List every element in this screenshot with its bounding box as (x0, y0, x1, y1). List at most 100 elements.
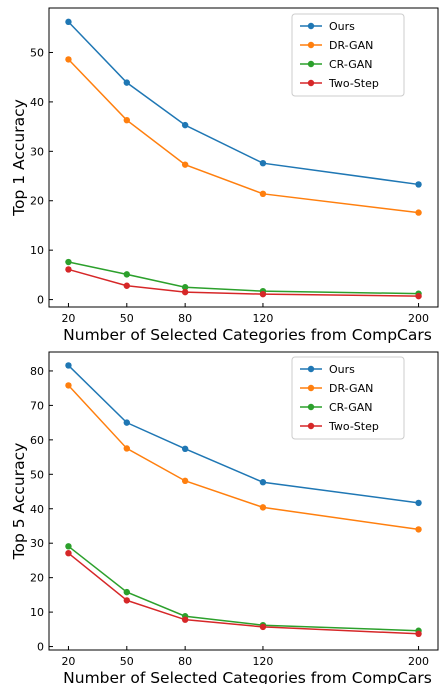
data-point (65, 543, 72, 550)
data-point (415, 526, 422, 533)
series-ours (65, 362, 422, 507)
legend-label: Two-Step (328, 77, 379, 90)
y-tick-label: 40 (30, 96, 44, 109)
data-point (65, 258, 72, 266)
data-point (259, 190, 267, 198)
legend-marker (307, 22, 315, 30)
series-line (68, 261, 419, 295)
legend-label: Ours (329, 363, 355, 376)
series-ours (65, 18, 422, 188)
data-point (123, 419, 130, 426)
data-point (415, 499, 422, 507)
y-tick-label: 20 (30, 572, 44, 585)
data-point (65, 18, 72, 26)
data-point (415, 292, 422, 300)
data-point (259, 479, 267, 486)
y-tick-label: 0 (37, 294, 44, 307)
legend-label: DR-GAN (329, 382, 373, 395)
legend-marker (307, 79, 315, 87)
data-point (123, 282, 130, 289)
y-tick-label: 20 (30, 195, 44, 208)
series-two-step (65, 266, 422, 300)
y-tick-label: 70 (30, 399, 44, 412)
x-tick-label: 120 (252, 312, 273, 325)
y-tick-label: 10 (30, 244, 44, 257)
y-tick-label: 40 (30, 503, 44, 516)
x-axis-label: Number of Selected Categories from CompC… (63, 326, 432, 344)
y-tick-label: 0 (37, 641, 44, 654)
data-point (415, 181, 422, 188)
legend-box (291, 356, 405, 440)
data-point (123, 116, 130, 124)
legend-label: DR-GAN (329, 39, 373, 52)
data-point (123, 597, 130, 604)
series-cr-gan (65, 543, 422, 634)
x-tick-label: 120 (252, 655, 273, 668)
y-tick-label: 10 (30, 606, 44, 619)
x-tick-label: 200 (408, 655, 429, 668)
legend-label: CR-GAN (329, 401, 373, 414)
legend-label: Ours (329, 20, 355, 33)
legend-marker (307, 422, 315, 430)
y-axis-label: Top 5 Accuracy (10, 443, 28, 561)
legend-marker (307, 365, 315, 373)
series-line (67, 552, 419, 635)
plot-frame (48, 351, 439, 651)
data-point (415, 209, 422, 216)
y-tick-label: 80 (30, 365, 44, 378)
data-point (65, 382, 72, 389)
data-point (123, 79, 130, 86)
series-dr-gan (65, 382, 422, 533)
data-point (415, 630, 422, 638)
data-point (65, 549, 72, 557)
legend-label: Two-Step (328, 420, 379, 433)
data-point (259, 159, 267, 167)
data-point (259, 623, 267, 631)
x-tick-label: 20 (61, 312, 75, 325)
plot-frame (48, 7, 439, 308)
data-point (123, 588, 130, 596)
x-tick-label: 20 (61, 655, 75, 668)
legend-marker (307, 41, 315, 49)
x-axis-label: Number of Selected Categories from CompC… (63, 669, 432, 684)
data-point (65, 266, 72, 273)
data-point (181, 161, 189, 168)
series-cr-gan (65, 258, 422, 297)
data-point (181, 445, 189, 453)
series-dr-gan (65, 56, 422, 216)
legend-marker (307, 403, 315, 411)
data-point (181, 477, 189, 485)
x-tick-label: 200 (408, 312, 429, 325)
legend-marker (307, 384, 315, 392)
series-two-step (65, 549, 422, 638)
legend-marker (307, 60, 315, 68)
data-point (181, 288, 189, 296)
y-tick-label: 30 (30, 145, 44, 158)
x-tick-label: 80 (178, 655, 192, 668)
data-point (65, 362, 72, 369)
data-point (259, 504, 267, 511)
data-point (259, 290, 267, 298)
legend: Ours DR-GAN CR-GAN Two-Step (291, 13, 405, 97)
data-point (181, 616, 189, 623)
y-tick-label: 50 (30, 468, 44, 481)
data-point (181, 284, 189, 291)
data-point (123, 445, 130, 452)
x-tick-label: 50 (120, 655, 134, 668)
data-point (181, 121, 189, 129)
legend: Ours DR-GAN CR-GAN Two-Step (291, 356, 405, 440)
data-point (65, 56, 72, 63)
data-point (123, 271, 130, 278)
x-tick-label: 80 (178, 312, 192, 325)
legend-label: CR-GAN (329, 58, 373, 71)
legend-box (291, 13, 405, 97)
y-tick-label: 60 (30, 434, 44, 447)
series-line (67, 545, 419, 632)
y-axis-label: Top 1 Accuracy (10, 99, 28, 217)
y-tick-label: 30 (30, 537, 44, 550)
x-tick-label: 50 (120, 312, 134, 325)
y-tick-label: 50 (30, 46, 44, 59)
